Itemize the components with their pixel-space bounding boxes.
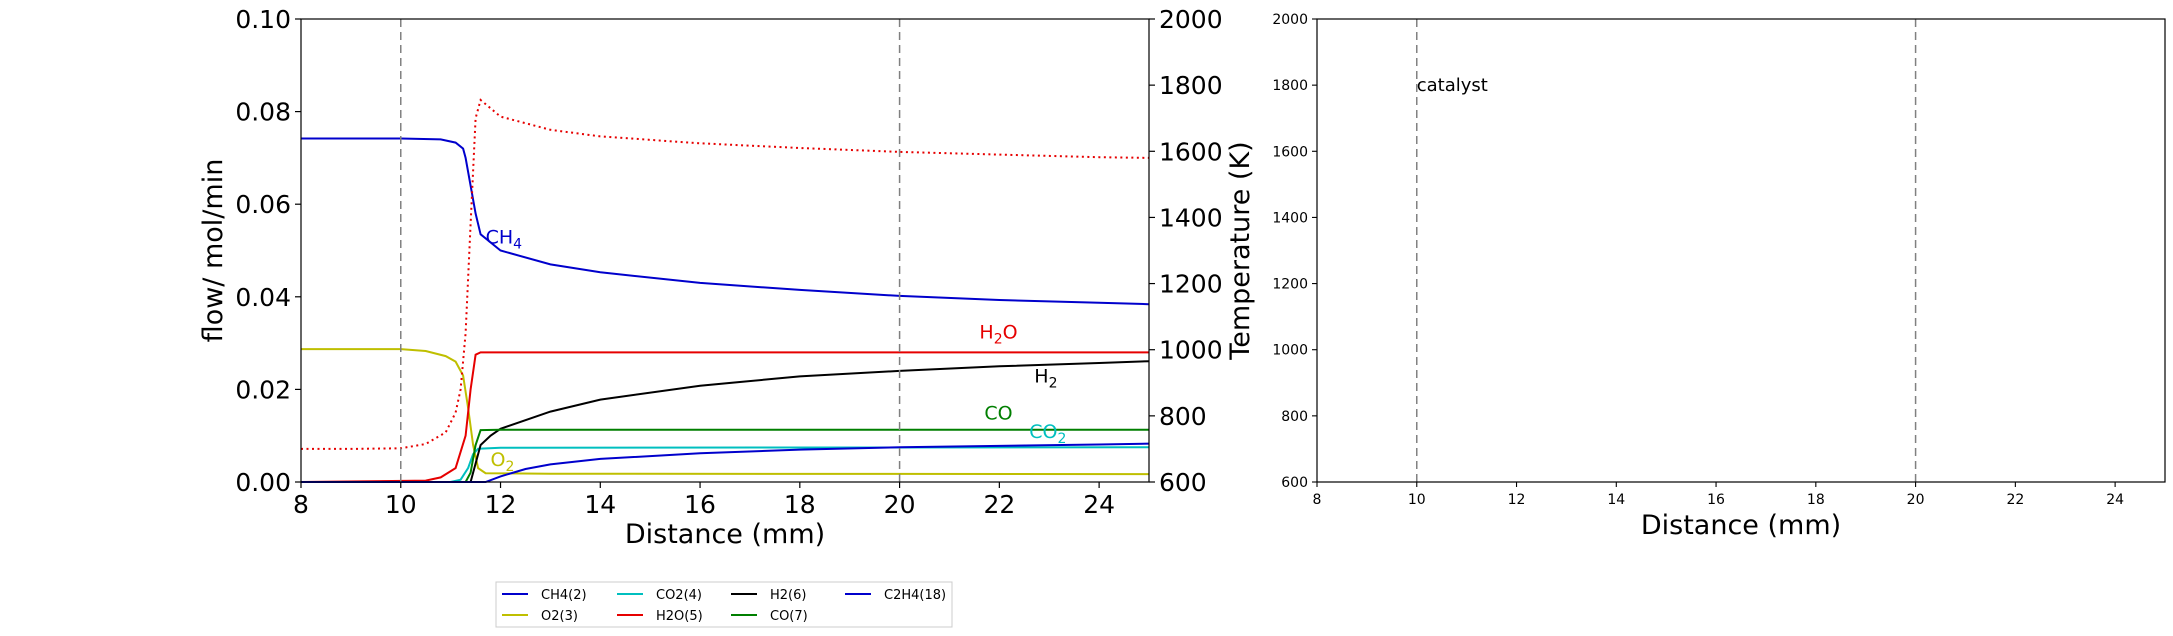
series-line-h2-6 <box>301 360 1150 483</box>
series-line-c2h4-18 <box>301 442 1150 483</box>
legend-label: CO(7) <box>770 609 808 624</box>
x-tick-label: 18 <box>1807 492 1825 508</box>
legend-label: H2(6) <box>770 588 806 603</box>
left-plot-frame <box>300 18 1150 483</box>
legend-label: CO2(4) <box>656 588 702 603</box>
right-plot-x-ticks: 8 10 12 14 16 18 20 22 24 <box>1313 482 2124 508</box>
series-annotation: CO <box>984 402 1012 424</box>
y-tick-label: 1800 <box>1272 78 1308 94</box>
legend-label: C2H4(18) <box>884 588 946 603</box>
x-tick-label: 8 <box>293 490 309 519</box>
y2-tick-label: 600 <box>1159 468 1207 497</box>
series-annotation: O2 <box>491 449 515 475</box>
x-tick-label: 18 <box>784 490 816 519</box>
x-tick-label: 12 <box>1508 492 1526 508</box>
right-plot-vlines <box>1416 19 1917 482</box>
series-line-h2o-5 <box>300 351 1149 483</box>
y-tick-label: 0.08 <box>235 98 291 127</box>
legend-label: CH4(2) <box>541 588 587 603</box>
right-plot-frame <box>1316 18 2166 483</box>
y-tick-label: 2000 <box>1272 12 1308 28</box>
left-plot-x-axis-label: Distance (mm) <box>625 519 825 550</box>
left-plot: 8 10 12 14 16 18 20 22 24 0.000.020.040.060.080.… <box>198 5 1256 550</box>
y2-tick-label: 800 <box>1159 402 1207 431</box>
y-tick-label: 600 <box>1281 475 1308 491</box>
y2-tick-label: 1800 <box>1159 71 1223 100</box>
x-tick-label: 12 <box>485 490 517 519</box>
series-line-ch4-2 <box>301 137 1150 306</box>
y-tick-label: 0.02 <box>235 375 291 404</box>
y2-tick-label: 2000 <box>1159 5 1223 34</box>
y-tick-label: 1600 <box>1272 144 1308 160</box>
left-plot-y-ticks: 0.00 0.02 0.04 0.06 0.08 0.10 <box>235 5 301 497</box>
x-tick-label: 24 <box>2106 492 2124 508</box>
x-tick-label: 22 <box>983 490 1015 519</box>
legend: CH4(2) O2(3) CO2(4) H2O(5) H2(6) CO(7) C2H4(18… <box>495 581 953 628</box>
series-line-o2-3 <box>301 348 1150 476</box>
x-tick-label: 10 <box>385 490 417 519</box>
y2-tick-label: 1200 <box>1159 270 1223 299</box>
x-tick-label: 22 <box>2006 492 2024 508</box>
series-annotation: H2O <box>979 321 1017 347</box>
x-tick-label: 24 <box>1083 490 1115 519</box>
left-plot-vlines <box>400 19 901 482</box>
right-plot-x-axis-label: Distance (mm) <box>1641 510 1841 541</box>
left-plot-y2-ticks: 600 800 1000 1200 1400 1600 1800 2000 <box>1149 5 1223 497</box>
y2-tick-label: 1000 <box>1159 336 1223 365</box>
x-tick-label: 14 <box>1607 492 1625 508</box>
series-annotation: CH4 <box>486 227 523 253</box>
y2-tick-label: 1400 <box>1159 203 1223 232</box>
y-tick-label: 1400 <box>1272 210 1308 226</box>
right-plot-y-ticks: 600 800 1000 1200 1400 1600 1800 2000 <box>1272 12 1317 491</box>
x-tick-label: 16 <box>1707 492 1725 508</box>
y-tick-label: 0.00 <box>235 468 291 497</box>
y-tick-label: 800 <box>1281 409 1308 425</box>
x-tick-label: 10 <box>1408 492 1426 508</box>
left-plot-annotations: CH4 H2O H2 CO CO2 O2 <box>486 227 1067 475</box>
legend-box <box>495 581 953 628</box>
y-tick-label: 0.06 <box>235 190 291 219</box>
series-annotation: H2 <box>1034 365 1057 391</box>
left-plot-y-axis-label: flow/ mol/min <box>198 159 229 343</box>
y-tick-label: 0.04 <box>235 283 291 312</box>
y-tick-label: 1200 <box>1272 277 1308 293</box>
x-tick-label: 8 <box>1313 492 1322 508</box>
legend-label: O2(3) <box>541 609 578 624</box>
y-tick-label: 0.10 <box>235 5 291 34</box>
series-line-temperature <box>301 98 1150 450</box>
x-tick-label: 20 <box>1907 492 1925 508</box>
x-tick-label: 14 <box>584 490 616 519</box>
right-plot-annotations: catalyst <box>1417 75 1488 96</box>
y-tick-label: 1000 <box>1272 343 1308 359</box>
x-tick-label: 16 <box>684 490 716 519</box>
left-plot-y2-axis-label: Temperature (K) <box>1225 141 1256 360</box>
catalyst-annotation: catalyst <box>1417 75 1488 96</box>
left-plot-x-ticks: 8 10 12 14 16 18 20 22 24 <box>293 482 1115 519</box>
series-annotation: CO2 <box>1029 421 1066 447</box>
y2-tick-label: 1600 <box>1159 137 1223 166</box>
x-tick-label: 20 <box>884 490 916 519</box>
left-plot-series-group <box>300 98 1150 483</box>
right-plot: 8 10 12 14 16 18 20 22 24 600 800 1000 1200 1400 1600… <box>1272 12 2166 541</box>
legend-entries: CH4(2) O2(3) CO2(4) H2O(5) H2(6) CO(7) C2H4(18… <box>502 588 946 624</box>
legend-label: H2O(5) <box>656 609 703 624</box>
